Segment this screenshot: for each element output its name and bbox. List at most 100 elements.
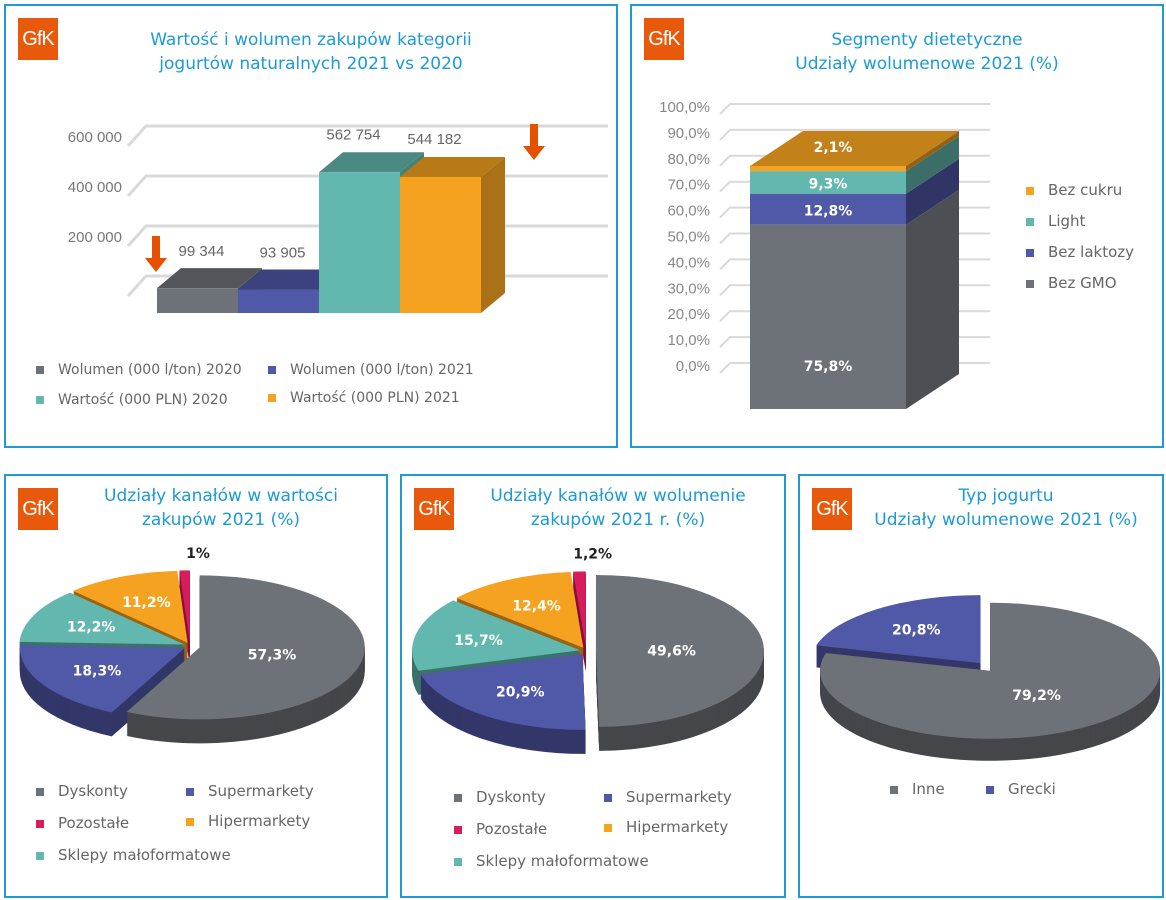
legend-item: Hipermarkety — [186, 812, 310, 830]
legend-item: Wolumen (000 l/ton) 2020 — [36, 362, 242, 378]
legend-label: Supermarkety — [626, 788, 732, 806]
legend-swatch — [268, 366, 276, 374]
legend-label: Light — [1048, 212, 1086, 230]
y-tick-label: 90,0% — [667, 125, 710, 142]
data-label: 12,4% — [512, 599, 561, 615]
legend-label: Bez cukru — [1048, 181, 1123, 199]
legend-item: Bez GMO — [1026, 274, 1117, 292]
data-label: 18,3% — [73, 664, 122, 680]
legend-label: Pozostałe — [58, 814, 130, 832]
legend-item: Bez cukru — [1026, 181, 1122, 199]
pie-slice-sklepy-ma-oformatowe — [19, 592, 185, 645]
pie-slice-dyskonty — [126, 575, 365, 720]
legend-item: Wartość (000 PLN) 2021 — [268, 390, 460, 406]
legend-swatch — [454, 857, 462, 866]
panel-channel-value: GfK Udziały kanałów w wartości zakupów 20… — [4, 474, 388, 898]
y-tick-label: 600 000 — [68, 129, 122, 146]
legend-label: Sklepy małoformatowe — [476, 852, 649, 870]
bar-segment — [750, 171, 906, 194]
legend-item: Light — [1026, 212, 1085, 230]
pie-chart: 79,2% 20,8% — [816, 595, 1161, 761]
legend-item: Grecki — [986, 780, 1056, 798]
legend-swatch — [186, 817, 194, 826]
down-arrow-icon — [145, 236, 167, 272]
pie-slice-grecki — [816, 595, 981, 664]
legend-swatch — [1026, 217, 1034, 226]
bar — [157, 288, 238, 313]
bar-side — [481, 156, 505, 313]
legend-item: Hipermarkety — [604, 818, 728, 836]
chart-title: Udziały kanałów w wartości zakupów 2021 (… — [104, 486, 338, 530]
legend-label: Wartość (000 PLN) 2020 — [58, 392, 228, 408]
bar-top — [319, 152, 424, 173]
pie-slice-supermarkety — [19, 645, 185, 713]
bar-segment — [750, 166, 906, 172]
legend-swatch — [986, 785, 994, 794]
data-label: 562 754 — [326, 126, 380, 143]
gfk-logo: GfK — [18, 488, 58, 530]
legend-label: Inne — [912, 780, 945, 798]
bar-segment — [750, 193, 906, 225]
bar-top — [157, 268, 262, 289]
legend-label: Wolumen (000 l/ton) 2020 — [58, 362, 242, 378]
legend-label: Hipermarkety — [626, 818, 729, 836]
data-label: 1% — [186, 546, 210, 562]
data-label: 12,2% — [67, 619, 116, 635]
legend-swatch — [454, 793, 462, 802]
y-tick-label: 80,0% — [667, 151, 710, 168]
y-tick-label: 400 000 — [68, 179, 122, 196]
data-label: 12,8% — [804, 203, 853, 219]
legend-swatch — [36, 787, 44, 796]
bar-top — [750, 131, 959, 166]
legend-swatch — [1026, 279, 1034, 288]
bar-chart: 600 000 400 000 200 000 99 344 93 905 562 754… — [68, 124, 608, 313]
data-label: 1,2% — [573, 546, 612, 562]
data-label: 79,2% — [1012, 688, 1061, 704]
chart-title: Typ jogurtu Udziały wolumenowe 2021 (%) — [874, 486, 1138, 530]
legend-item: Supermarkety — [186, 782, 314, 800]
y-tick-label: 100,0% — [659, 99, 710, 116]
legend-swatch — [890, 785, 898, 794]
gfk-logo: GfK — [414, 488, 454, 530]
pie-slice-inne — [820, 602, 1161, 739]
legend-item: Bez laktozy — [1026, 243, 1134, 261]
data-label: 9,3% — [809, 176, 848, 192]
legend-swatch — [36, 851, 44, 860]
gfk-logo: GfK — [18, 18, 58, 60]
chart-title: Udziały kanałów w wolumenie zakupów 2021 … — [490, 486, 746, 530]
gridline — [719, 128, 990, 141]
legend-label: Sklepy małoformatowe — [58, 846, 231, 864]
data-label: 544 182 — [407, 131, 461, 148]
gfk-logo: GfK — [812, 488, 852, 530]
legend-label: Pozostałe — [476, 820, 548, 838]
legend-swatch — [604, 823, 612, 832]
legend-item: Inne — [890, 780, 945, 798]
y-tick-label: 0,0% — [676, 358, 710, 375]
bar — [238, 289, 319, 313]
legend-label: Bez GMO — [1048, 274, 1117, 292]
bar-segment — [750, 224, 906, 409]
y-tick-label: 30,0% — [667, 280, 710, 297]
chart-title: Segmenty dietetyczne Udziały wolumenowe 2… — [795, 30, 1059, 74]
legend-swatch — [186, 787, 194, 796]
pie-slice-dyskonty — [595, 574, 765, 727]
legend-item: Sklepy małoformatowe — [454, 852, 649, 870]
legend-label: Wolumen (000 l/ton) 2021 — [290, 362, 474, 378]
legend-swatch — [1026, 248, 1034, 257]
gridline — [719, 103, 990, 115]
y-tick-label: 50,0% — [667, 229, 710, 246]
legend-label: Supermarkety — [208, 782, 314, 800]
legend-swatch — [36, 366, 44, 374]
gfk-logo: GfK — [644, 18, 684, 60]
data-label: 20,8% — [892, 623, 941, 639]
pie-slice-hipermarkety — [73, 570, 188, 643]
data-label: 75,8% — [804, 359, 853, 375]
bar-top — [238, 269, 343, 290]
legend-swatch — [36, 396, 44, 404]
legend-item: Pozostałe — [36, 814, 129, 832]
legend-item: Wolumen (000 l/ton) 2021 — [268, 362, 474, 378]
y-tick-label: 40,0% — [667, 254, 710, 271]
stacked-bar-chart: 100,0% 90,0% 80,0% 70,0% 60,0% 50,0% 40,0% 30,0… — [659, 99, 990, 409]
y-tick-label: 70,0% — [667, 177, 710, 194]
legend-item: Sklepy małoformatowe — [36, 846, 231, 864]
